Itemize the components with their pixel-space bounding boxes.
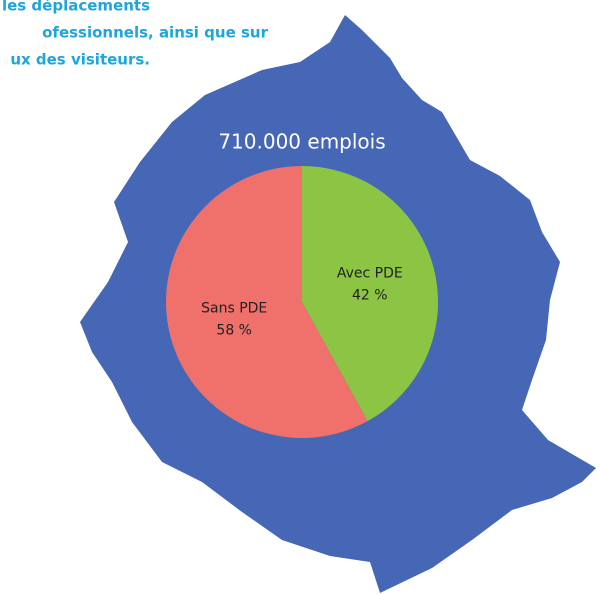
pie-slice [165,166,368,438]
annotation: ux des visiteurs. [10,51,150,69]
chart-title: 710.000 emplois [218,130,385,154]
pie-slice [302,166,438,422]
value-label: 58 % [216,322,252,338]
slice-label: Avec PDE [337,266,403,282]
annotation: ofessionnels, ainsi que sur [42,24,268,42]
value-label: 42 % [352,288,388,304]
annotation: les déplacements [2,0,150,15]
slice-label: Sans PDE [201,300,267,316]
